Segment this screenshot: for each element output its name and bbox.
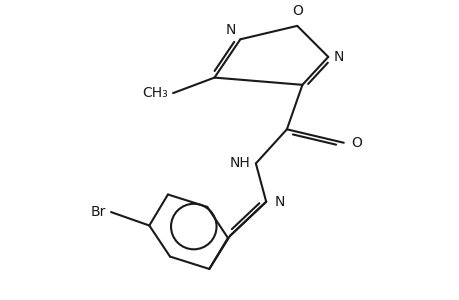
Text: N: N (274, 195, 284, 209)
Text: CH₃: CH₃ (142, 86, 168, 100)
Text: N: N (225, 23, 235, 37)
Text: Br: Br (90, 205, 106, 219)
Text: NH: NH (230, 156, 250, 170)
Text: N: N (333, 50, 343, 64)
Text: O: O (350, 136, 361, 150)
Text: O: O (291, 4, 302, 18)
